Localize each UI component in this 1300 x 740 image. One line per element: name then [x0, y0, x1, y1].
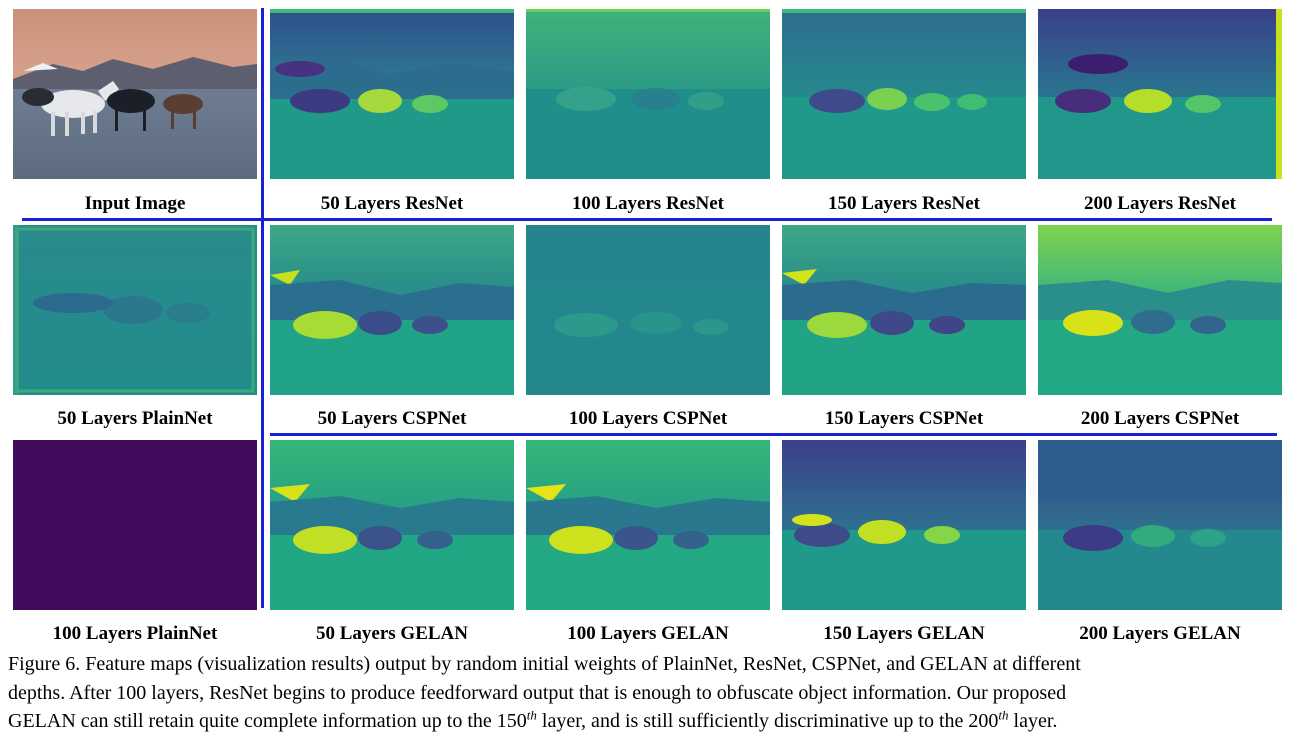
feature-map-gelan-50: [270, 440, 514, 610]
label-resnet-50: 50 Layers ResNet: [320, 193, 464, 214]
feature-map-gelan-200: [1038, 440, 1282, 610]
label-resnet-200: 200 Layers ResNet: [1084, 193, 1236, 214]
label-input-image: Input Image: [84, 193, 186, 214]
label-resnet-100: 100 Layers ResNet: [572, 193, 724, 214]
input-image: [13, 9, 257, 179]
label-plainnet-50: 50 Layers PlainNet: [57, 408, 213, 429]
vertical-divider: [261, 8, 264, 608]
feature-map-resnet-150: [782, 9, 1026, 179]
feature-map-gelan-100: [526, 440, 770, 610]
feature-map-resnet-50: [270, 9, 514, 179]
label-gelan-150: 150 Layers GELAN: [823, 623, 985, 644]
feature-map-resnet-100: [526, 9, 770, 179]
feature-map-resnet-200: [1038, 9, 1282, 179]
feature-map-plainnet-50: [13, 225, 257, 395]
label-plainnet-100: 100 Layers PlainNet: [52, 623, 218, 644]
label-cspnet-200: 200 Layers CSPNet: [1080, 408, 1240, 429]
label-cspnet-100: 100 Layers CSPNet: [568, 408, 728, 429]
label-gelan-100: 100 Layers GELAN: [567, 623, 729, 644]
caption-superscript-b: th: [998, 707, 1009, 723]
caption-line-3-part-b: layer, and is still sufficiently discrim…: [536, 710, 999, 732]
feature-map-cspnet-50: [270, 225, 514, 395]
caption-line-1: Figure 6. Feature maps (visualization re…: [8, 653, 1081, 675]
label-gelan-200: 200 Layers GELAN: [1079, 623, 1241, 644]
label-cspnet-50: 50 Layers CSPNet: [317, 408, 467, 429]
label-cspnet-150: 150 Layers CSPNet: [824, 408, 984, 429]
feature-map-cspnet-100: [526, 225, 770, 395]
feature-map-gelan-150: [782, 440, 1026, 610]
caption-line-3: GELAN can still retain quite complete in…: [8, 707, 1292, 736]
horizontal-divider-bottom: [270, 433, 1277, 436]
caption-line-3-part-c: layer.: [1008, 710, 1058, 732]
feature-map-cspnet-200: [1038, 225, 1282, 395]
figure-caption: Figure 6. Feature maps (visualization re…: [8, 650, 1292, 736]
label-gelan-50: 50 Layers GELAN: [316, 623, 468, 644]
feature-map-plainnet-100: [13, 440, 257, 610]
feature-map-cspnet-150: [782, 225, 1026, 395]
horizontal-divider-top: [22, 218, 1272, 221]
caption-line-2: depths. After 100 layers, ResNet begins …: [8, 681, 1067, 704]
caption-superscript-a: th: [526, 707, 537, 723]
label-resnet-150: 150 Layers ResNet: [828, 193, 980, 214]
caption-line-3-part-a: GELAN can still retain quite complete in…: [8, 710, 527, 732]
